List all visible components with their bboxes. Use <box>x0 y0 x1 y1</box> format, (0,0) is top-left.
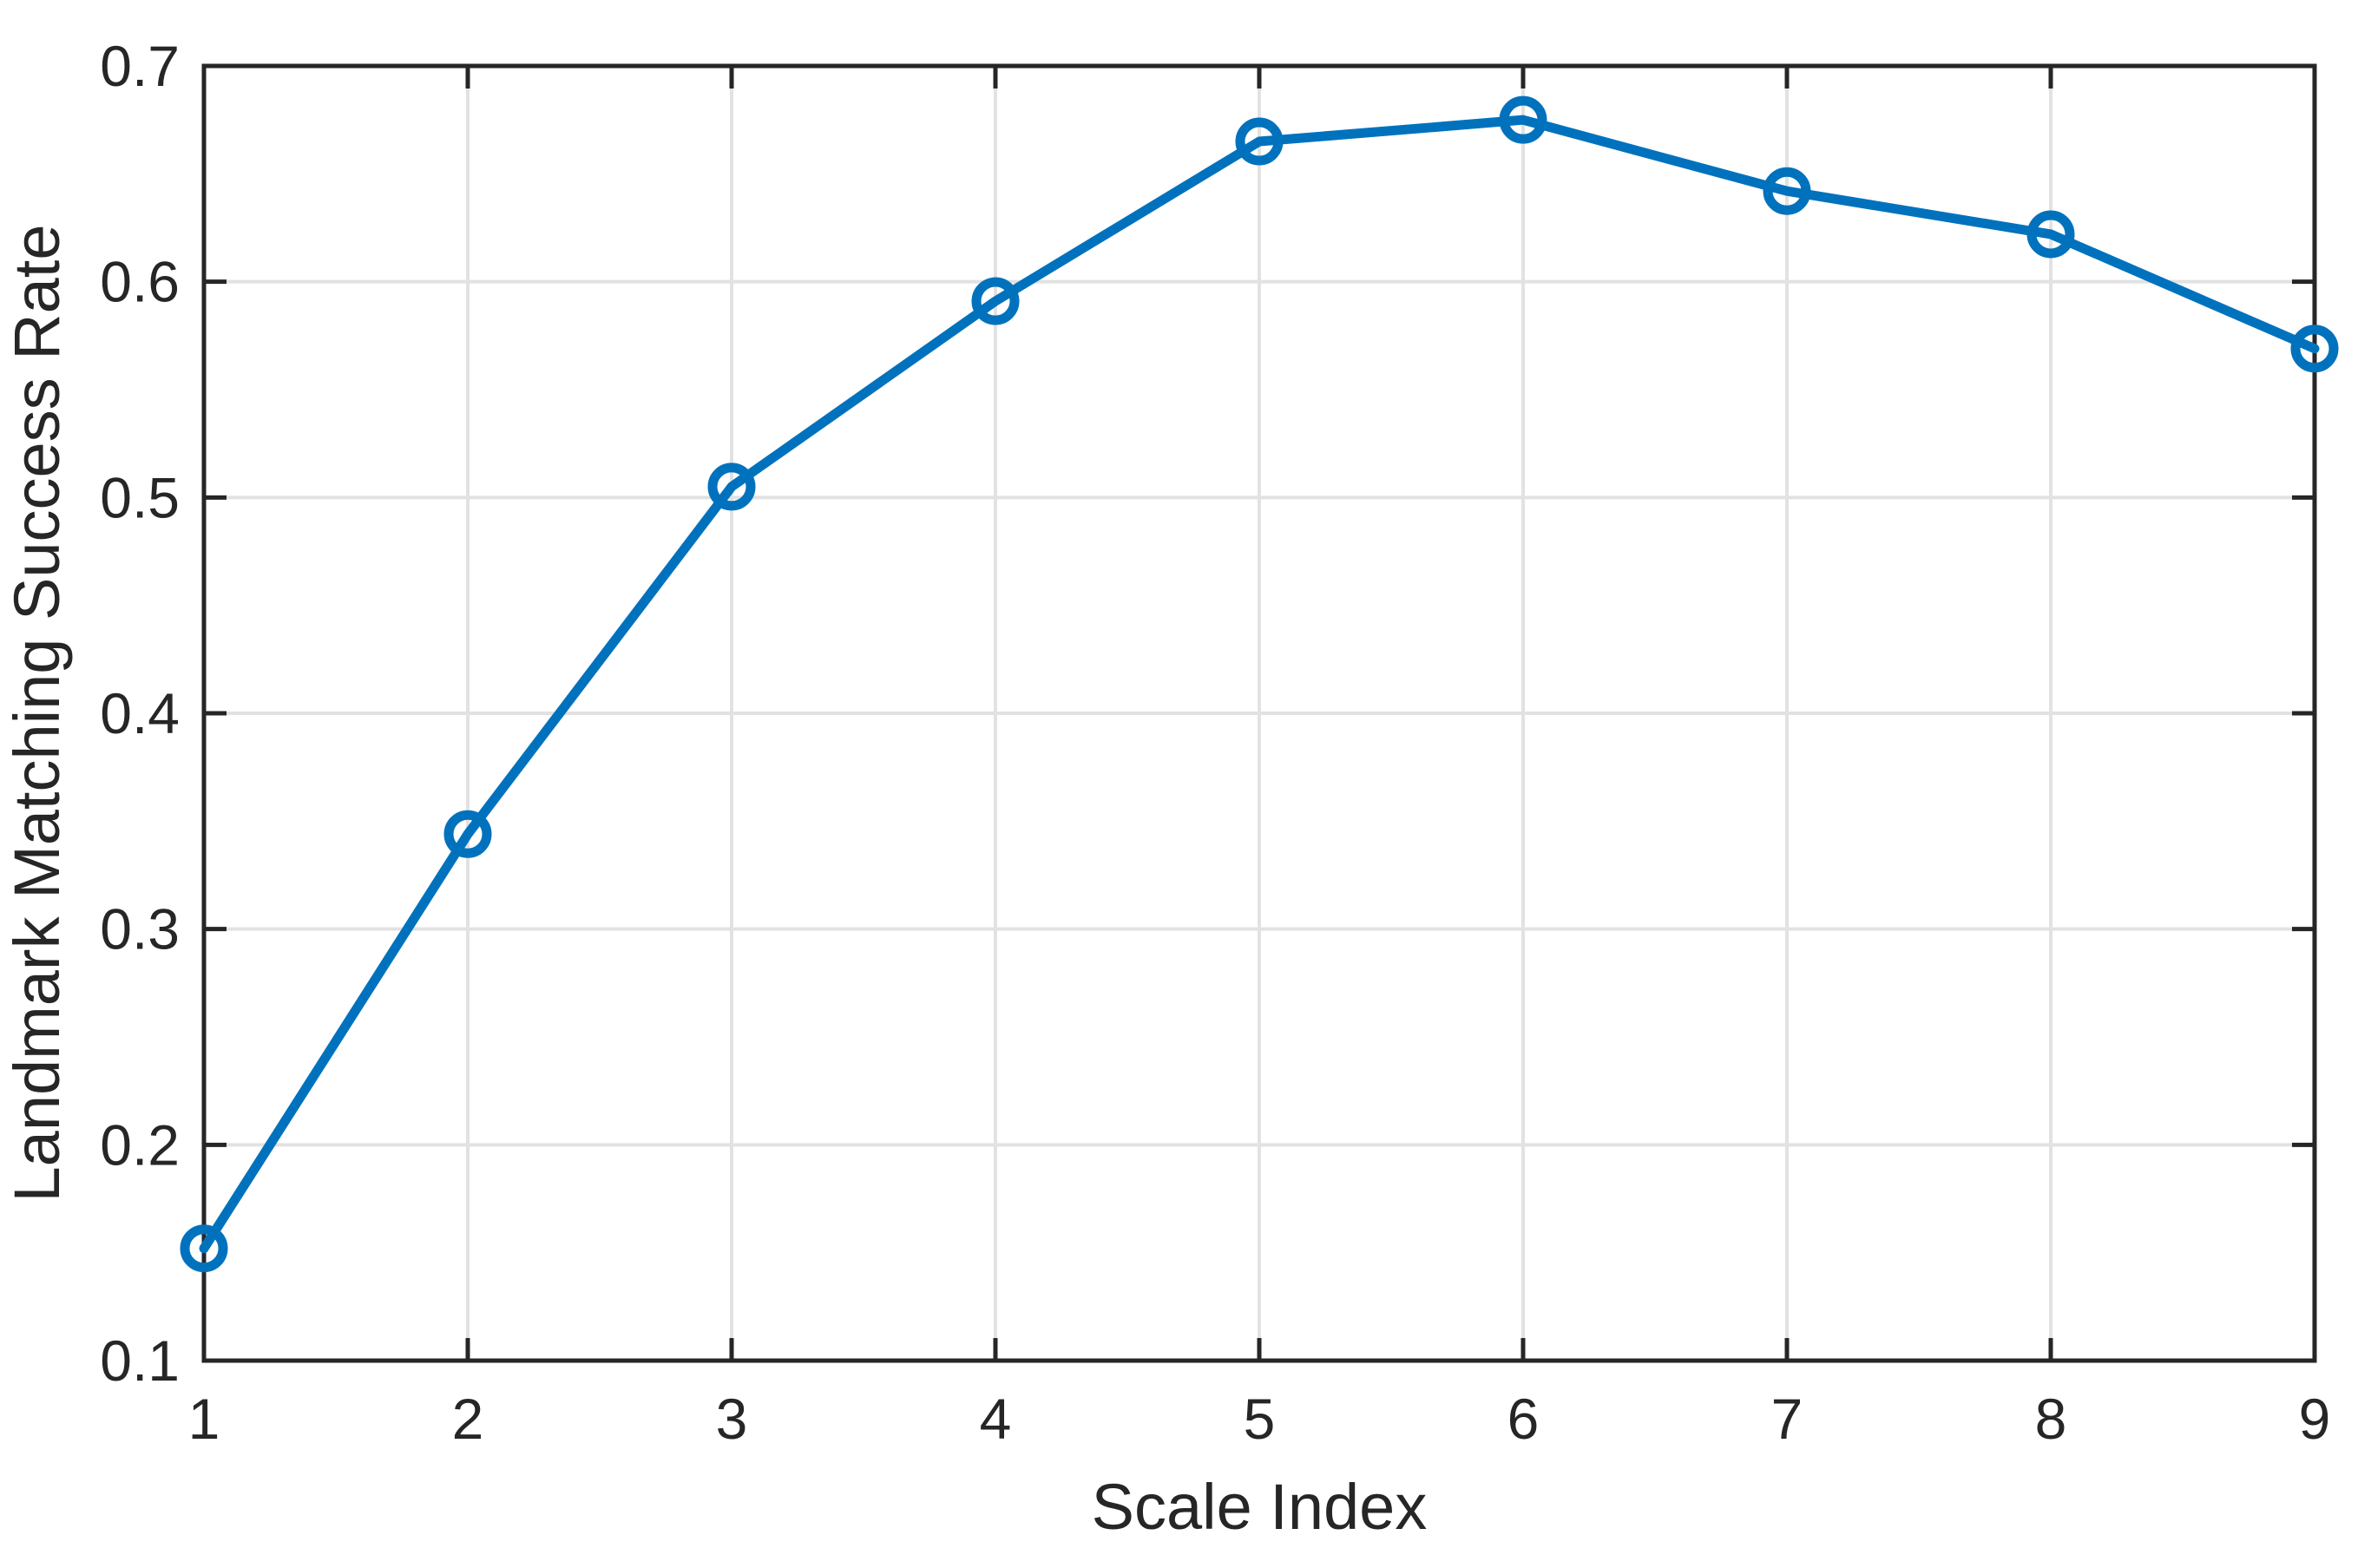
y-tick-label: 0.4 <box>100 681 180 745</box>
axis-layer <box>201 63 2317 1363</box>
tick-label-layer: 1 2 3 4 5 6 7 8 9 0.1 0.2 0.3 0.4 0.5 0.6 0.7 <box>100 34 2330 1451</box>
x-tick-label: 9 <box>2299 1387 2331 1451</box>
data-point-marker <box>707 463 756 511</box>
y-tick-label: 0.3 <box>100 897 180 961</box>
data-point-marker <box>1499 95 1547 144</box>
data-point-marker <box>971 277 1020 325</box>
x-tick-label: 2 <box>452 1387 484 1451</box>
y-axis-label: Landmark Matching Success Rate <box>1 225 73 1203</box>
y-tick-label: 0.5 <box>100 465 180 529</box>
x-tick-label: 3 <box>716 1387 748 1451</box>
data-line <box>199 115 2320 1254</box>
x-tick-label: 1 <box>188 1387 220 1451</box>
x-tick-label: 5 <box>1244 1387 1276 1451</box>
x-tick-label: 4 <box>980 1387 1012 1451</box>
y-tick-label: 0.7 <box>100 34 180 98</box>
data-point-marker <box>180 1224 228 1273</box>
x-axis-label: Scale Index <box>1092 1471 1428 1543</box>
data-point-marker <box>1235 117 1284 166</box>
data-point-marker <box>1763 167 1811 215</box>
y-tick-label: 0.2 <box>100 1112 180 1177</box>
data-series-layer <box>180 95 2339 1273</box>
y-tick-label: 0.1 <box>100 1329 180 1393</box>
x-tick-label: 6 <box>1507 1387 1540 1451</box>
grid-layer <box>204 66 2315 1361</box>
x-tick-label: 8 <box>2035 1387 2067 1451</box>
data-point-marker <box>2290 325 2339 373</box>
x-tick-label: 7 <box>1771 1387 1803 1451</box>
y-tick-label: 0.6 <box>100 250 180 314</box>
data-point-marker <box>443 810 492 858</box>
data-point-marker <box>2026 210 2075 259</box>
